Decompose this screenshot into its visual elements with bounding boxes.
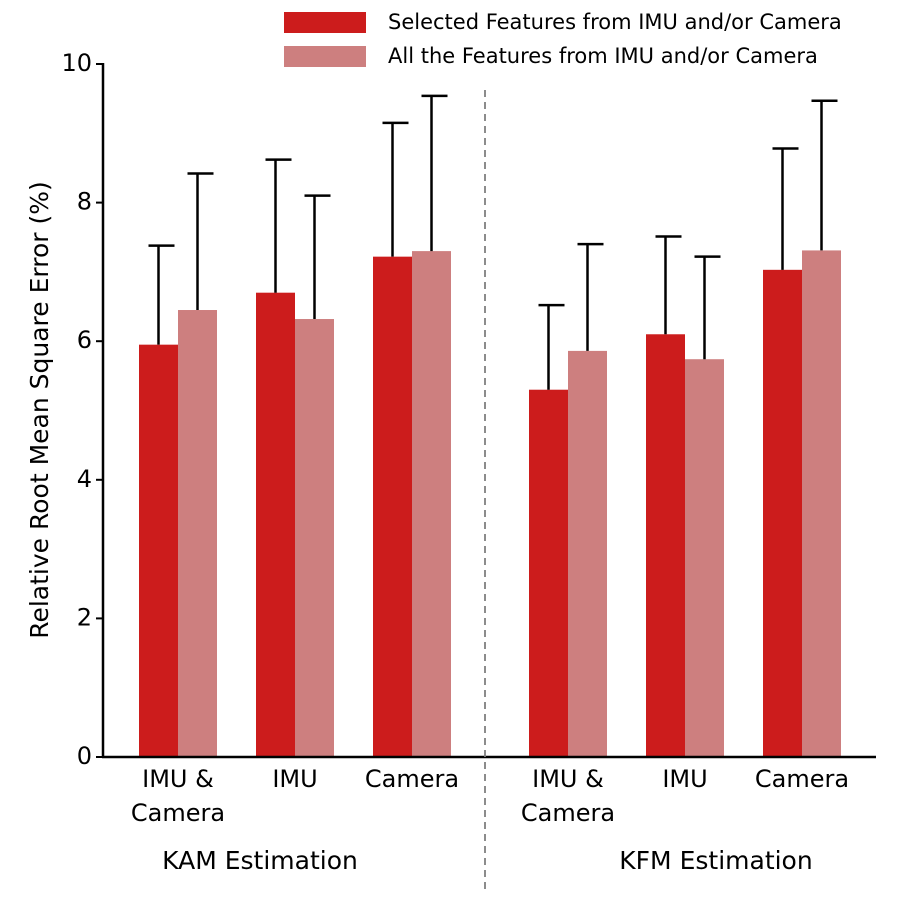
bar-all-0	[178, 310, 217, 757]
x-tick-label: Camera	[365, 765, 459, 793]
bar-selected-5	[763, 269, 802, 757]
legend-swatch	[284, 12, 366, 33]
bar-selected-1	[256, 292, 295, 757]
group-label: KFM Estimation	[619, 846, 812, 875]
bar-all-3	[568, 350, 607, 757]
y-tick-label: 2	[77, 603, 92, 631]
bar-all-2	[412, 251, 451, 758]
bar-selected-0	[139, 344, 178, 757]
x-tick-label: Camera	[521, 799, 615, 827]
y-tick-label: 8	[77, 188, 92, 216]
x-tick-label: Camera	[755, 765, 849, 793]
y-tick-label: 0	[77, 742, 92, 770]
bar-selected-4	[646, 334, 685, 757]
legend-entry: All the Features from IMU and/or Camera	[388, 44, 818, 68]
bar-all-4	[685, 359, 724, 757]
bar-selected-2	[373, 256, 412, 757]
y-tick-label: 4	[77, 465, 92, 493]
x-tick-label: IMU &	[532, 765, 604, 793]
legend-swatch	[284, 46, 366, 67]
y-tick-label: 10	[61, 49, 92, 77]
y-axis-title: Relative Root Mean Square Error (%)	[25, 181, 54, 639]
x-tick-label: IMU &	[142, 765, 214, 793]
legend-entry: Selected Features from IMU and/or Camera	[388, 10, 842, 34]
x-tick-label: Camera	[131, 799, 225, 827]
x-tick-label: IMU	[272, 765, 317, 793]
bar-all-1	[295, 319, 334, 757]
bar-all-5	[802, 250, 841, 758]
x-tick-label: IMU	[662, 765, 707, 793]
bar-selected-3	[529, 389, 568, 757]
group-label: KAM Estimation	[162, 846, 358, 875]
y-tick-label: 6	[77, 326, 92, 354]
